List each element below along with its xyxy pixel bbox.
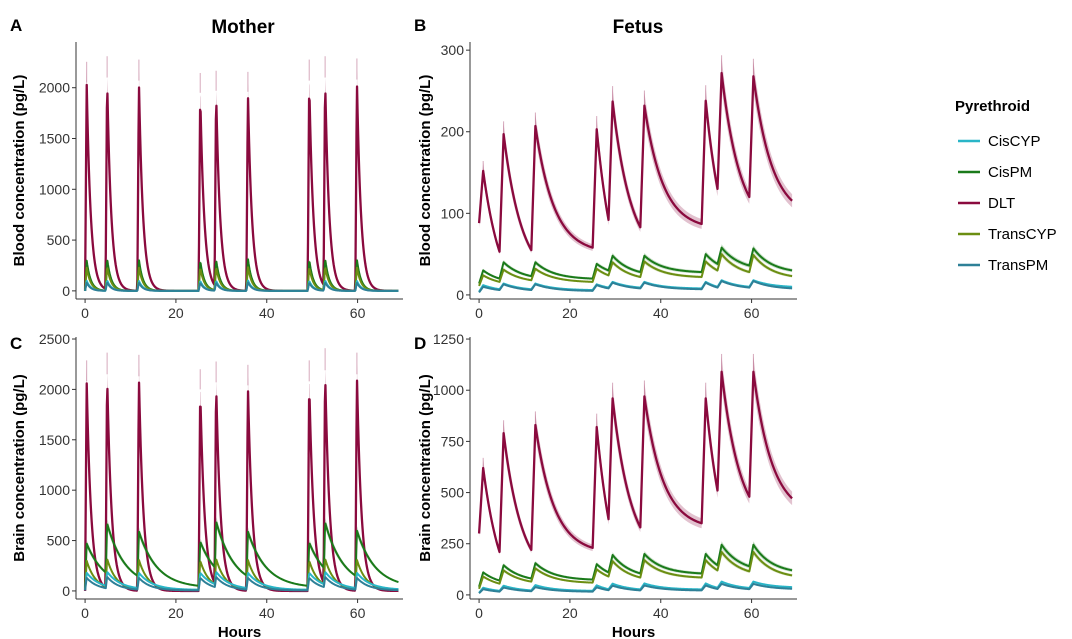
y-tick-label: 500 <box>47 533 71 549</box>
x-tick-label: 40 <box>259 605 275 621</box>
y-tick-label: 500 <box>441 485 465 501</box>
series-band-dlt <box>479 57 793 255</box>
x-tick-label: 60 <box>350 305 366 321</box>
x-tick-label: 20 <box>168 305 184 321</box>
legend-label: TransPM <box>988 257 1048 274</box>
legend-label: CisCYP <box>988 133 1041 150</box>
legend-item-cispm: CisPM <box>958 164 1032 181</box>
y-axis-label: Blood concentration (pg/L) <box>11 75 28 267</box>
y-tick-label: 2500 <box>39 331 70 347</box>
panel-b: 0 100 200 300 0 20 40 60 Blood concentration (pg… <box>414 16 797 321</box>
x-tick-label: 20 <box>168 605 184 621</box>
x-tick-label: 40 <box>653 305 669 321</box>
y-tick-label: 0 <box>456 587 464 603</box>
y-tick-label: 0 <box>62 583 70 599</box>
plot-area <box>477 55 793 294</box>
series-band-cispm <box>85 256 399 291</box>
series-line-transcyp <box>84 558 399 591</box>
y-axis-label: Brain concentration (pg/L) <box>11 374 28 562</box>
series-line-cispm <box>84 521 399 588</box>
series-line-transpm <box>84 576 399 592</box>
y-tick-label: 200 <box>441 124 465 140</box>
series-band-dlt <box>85 68 399 291</box>
x-axis-label: Hours <box>218 624 261 639</box>
y-tick-label: 300 <box>441 42 465 58</box>
legend-item-transcyp: TransCYP <box>958 226 1057 243</box>
series-line-dlt <box>83 83 400 293</box>
series-band-ciscyp <box>85 279 399 291</box>
x-tick-label: 60 <box>744 605 760 621</box>
column-title-fetus: Fetus <box>613 17 664 38</box>
y-tick-label: 1000 <box>39 181 70 197</box>
y-axis-label: Brain concentration (pg/L) <box>417 374 434 562</box>
y-tick-label: 0 <box>62 283 70 299</box>
x-tick-label: 60 <box>744 305 760 321</box>
y-tick-label: 250 <box>441 536 465 552</box>
series-line-transcyp <box>84 266 399 292</box>
panel-label: B <box>414 16 426 35</box>
y-tick-label: 1500 <box>39 432 70 448</box>
x-tick-label: 40 <box>259 305 275 321</box>
column-title-mother: Mother <box>211 17 275 38</box>
legend: Pyrethroid CisCYP CisPM DLT TransCYP TransPM <box>955 98 1057 274</box>
legend-label: CisPM <box>988 164 1032 181</box>
series-line-dlt <box>477 71 793 253</box>
x-tick-label: 60 <box>350 605 366 621</box>
y-tick-label: 500 <box>47 232 71 248</box>
y-tick-label: 100 <box>441 205 465 221</box>
series-band-transcyp <box>479 251 793 287</box>
y-tick-label: 1250 <box>433 331 464 347</box>
series-band-cispm <box>85 517 399 589</box>
series-line-transpm <box>478 582 793 594</box>
plot-area <box>477 353 793 594</box>
x-tick-label: 20 <box>562 305 578 321</box>
y-tick-label: 1000 <box>433 382 464 398</box>
x-tick-label: 20 <box>562 605 578 621</box>
x-axis-label: Hours <box>612 624 655 639</box>
y-tick-label: 1500 <box>39 131 70 147</box>
panel-label: A <box>10 16 22 35</box>
series-line-transcyp <box>478 253 793 287</box>
y-tick-label: 750 <box>441 433 465 449</box>
series-line-cispm <box>84 258 399 292</box>
series-line-transpm <box>478 280 793 294</box>
x-tick-label: 0 <box>81 605 89 621</box>
series-line-cispm <box>478 246 793 284</box>
legend-item-transpm: TransPM <box>958 257 1048 274</box>
plot-area <box>83 348 400 593</box>
y-axis-label: Blood concentration (pg/L) <box>417 75 434 267</box>
legend-item-dlt: DLT <box>958 195 1015 212</box>
series-band-transcyp <box>85 265 399 291</box>
panel-label: D <box>414 334 426 353</box>
series-line-dlt <box>477 370 793 554</box>
series-band-dlt <box>85 363 399 591</box>
legend-title: Pyrethroid <box>955 98 1030 115</box>
series-band-dlt <box>479 356 793 555</box>
x-tick-label: 40 <box>653 605 669 621</box>
panel-a: 0 500 1000 1500 2000 0 20 40 60 Blood concentrati… <box>10 16 403 321</box>
series-line-dlt <box>83 379 400 593</box>
y-tick-label: 1000 <box>39 482 70 498</box>
y-tick-label: 2000 <box>39 80 70 96</box>
panel-d: 0 250 500 750 1000 1250 0 20 40 60 Brain concentra… <box>414 331 797 639</box>
legend-label: TransCYP <box>988 226 1057 243</box>
x-tick-label: 0 <box>475 605 483 621</box>
plot-area <box>83 56 400 293</box>
y-tick-label: 0 <box>456 287 464 303</box>
panel-label: C <box>10 334 22 353</box>
x-tick-label: 0 <box>81 305 89 321</box>
series-line-transcyp <box>478 550 793 590</box>
y-tick-label: 2000 <box>39 381 70 397</box>
x-tick-label: 0 <box>475 305 483 321</box>
series-line-transpm <box>84 281 399 292</box>
legend-label: DLT <box>988 195 1015 212</box>
series-line-ciscyp <box>84 571 399 591</box>
panel-c: 0 500 1000 1500 2000 2500 0 20 40 60 Brain concent… <box>10 331 403 639</box>
legend-item-ciscyp: CisCYP <box>958 133 1041 150</box>
